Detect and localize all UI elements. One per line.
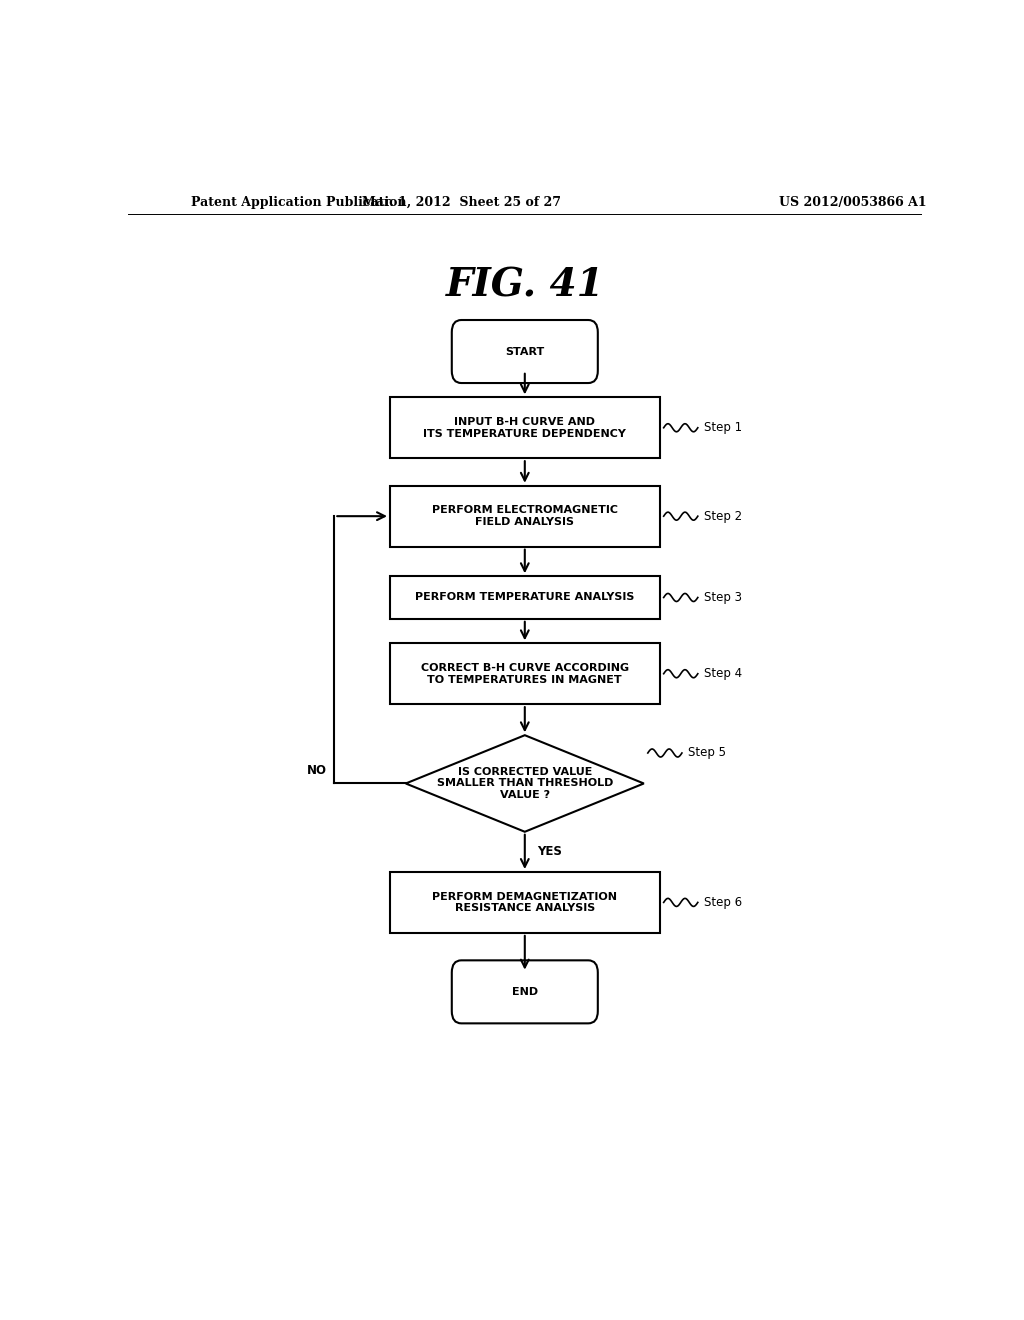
FancyBboxPatch shape [452, 319, 598, 383]
FancyBboxPatch shape [452, 961, 598, 1023]
Text: Step 1: Step 1 [705, 421, 742, 434]
Text: NO: NO [306, 764, 327, 776]
Text: Mar. 1, 2012  Sheet 25 of 27: Mar. 1, 2012 Sheet 25 of 27 [361, 195, 561, 209]
Bar [390, 873, 659, 933]
Bar [390, 486, 659, 546]
Text: Step 6: Step 6 [705, 896, 742, 909]
Text: US 2012/0053866 A1: US 2012/0053866 A1 [778, 195, 927, 209]
Text: FIG. 41: FIG. 41 [445, 267, 604, 305]
Bar [390, 643, 659, 704]
Text: Step 4: Step 4 [705, 667, 742, 680]
Bar [390, 397, 659, 458]
Text: PERFORM DEMAGNETIZATION
RESISTANCE ANALYSIS: PERFORM DEMAGNETIZATION RESISTANCE ANALY… [432, 891, 617, 913]
Text: Step 2: Step 2 [705, 510, 742, 523]
Text: Step 3: Step 3 [705, 591, 742, 605]
Text: YES: YES [537, 845, 561, 858]
Text: Step 5: Step 5 [688, 747, 726, 759]
Text: PERFORM ELECTROMAGNETIC
FIELD ANALYSIS: PERFORM ELECTROMAGNETIC FIELD ANALYSIS [432, 506, 617, 527]
Text: END: END [512, 987, 538, 997]
Text: INPUT B-H CURVE AND
ITS TEMPERATURE DEPENDENCY: INPUT B-H CURVE AND ITS TEMPERATURE DEPE… [423, 417, 627, 438]
Text: Patent Application Publication: Patent Application Publication [191, 195, 407, 209]
Text: IS CORRECTED VALUE
SMALLER THAN THRESHOLD
VALUE ?: IS CORRECTED VALUE SMALLER THAN THRESHOL… [436, 767, 613, 800]
Text: PERFORM TEMPERATURE ANALYSIS: PERFORM TEMPERATURE ANALYSIS [415, 593, 635, 602]
Text: START: START [505, 347, 545, 356]
Bar [390, 576, 659, 619]
Polygon shape [406, 735, 644, 832]
Text: CORRECT B-H CURVE ACCORDING
TO TEMPERATURES IN MAGNET: CORRECT B-H CURVE ACCORDING TO TEMPERATU… [421, 663, 629, 685]
